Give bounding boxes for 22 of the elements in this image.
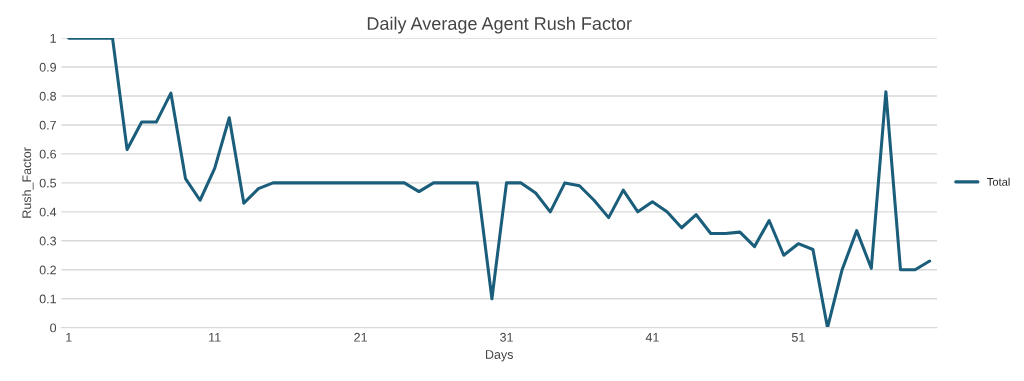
y-tick-label: 0 [50,323,57,333]
y-tick-label: 1 [50,34,56,43]
x-tick-label: 31 [500,332,513,342]
x-axis-title: Days [485,350,513,362]
y-axis-title: Rush_Factor [22,147,34,218]
y-tick-label: 0.3 [39,236,57,246]
chart-title: Daily Average Agent Rush Factor [367,16,632,34]
x-tick-label: 11 [209,332,221,342]
legend-label: Total [987,177,1010,186]
y-tick-label: 0.6 [39,149,57,159]
y-tick-label: 0.7 [39,120,56,130]
y-tick-label: 0.2 [39,265,56,275]
y-tick-label: 0.4 [39,207,57,217]
y-tick-label: 0.1 [39,294,56,304]
y-tick-label: 0.8 [39,91,57,101]
line-series [67,38,932,328]
x-tick-label: 1 [66,332,72,342]
y-tick-label: 0.9 [39,62,56,72]
x-tick-label: 21 [354,332,367,342]
x-tick-label: 41 [645,332,659,342]
y-tick-label: 0.5 [39,178,57,188]
x-tick-label: 51 [791,332,805,342]
